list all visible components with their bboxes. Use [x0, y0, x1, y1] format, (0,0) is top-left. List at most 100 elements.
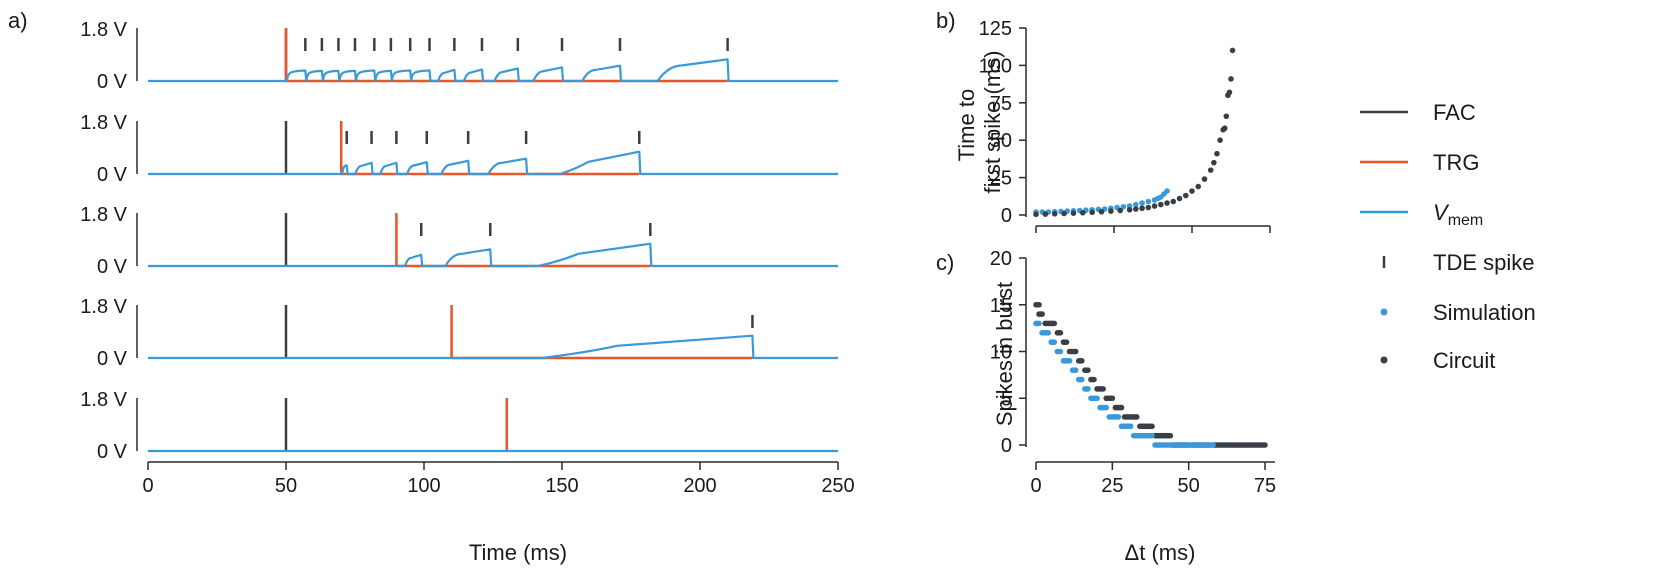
panel-b-label: b): [936, 8, 956, 33]
panel-b-point-circuit: [1182, 192, 1189, 199]
panel-b-ytick-label-75: 75: [990, 93, 1012, 115]
panel-c-ytick-label-20: 20: [990, 248, 1012, 270]
panel-b-ylabel: Time to first spike (ms): [954, 51, 1005, 194]
panel-c-ytick-label-5: 5: [1001, 388, 1012, 410]
panel-c-spikes-in-burst-scatter: 0 5 10 15 20 0 25 50 75: [990, 248, 1276, 497]
panel-b-point-circuit: [1151, 203, 1158, 209]
panel-b-point-circuit: [1051, 211, 1058, 217]
panel-b-point-circuit: [1042, 211, 1049, 217]
vmem-trace-1: [148, 58, 838, 83]
legend-item-trg: TRG: [1360, 150, 1479, 175]
legend-label: Simulation: [1433, 300, 1536, 325]
legend-swatch-dot: [1380, 308, 1388, 316]
panel-c-ytick-label-15: 15: [990, 295, 1012, 317]
panel-c-ytick-label-10: 10: [990, 342, 1012, 364]
legend-item-circuit: Circuit: [1380, 348, 1495, 373]
panel-c-point-circuit: [1100, 386, 1106, 392]
panel-c-point-simulation: [1072, 367, 1079, 374]
panel-c-xtick-label-25: 25: [1101, 475, 1123, 497]
trace-1: 1.8 V 0 V: [80, 19, 838, 93]
vmem-trace-2: [148, 150, 838, 176]
panel-b-point-circuit: [1108, 208, 1114, 214]
panel-b-point-circuit: [1201, 176, 1208, 182]
panel-b-point-circuit: [1226, 89, 1233, 96]
legend: FAC TRG Vmem TDE spike Simulation Circuit: [1360, 100, 1536, 373]
panel-c-point-simulation: [1045, 330, 1052, 336]
panel-c-point-circuit: [1036, 301, 1042, 308]
panel-c-xtick-label-50: 50: [1178, 475, 1200, 497]
trace-1-ytick-low: 0 V: [97, 71, 128, 93]
panel-c-point-circuit: [1133, 414, 1140, 420]
panel-a-xtick-label-0: 0: [142, 475, 153, 497]
panel-b-point-circuit: [1228, 76, 1234, 82]
panel-c-point-circuit: [1057, 330, 1064, 336]
legend-label: Vmem: [1433, 200, 1483, 229]
trace-5-ytick-high: 1.8 V: [80, 389, 127, 411]
panel-c-ytick-label-0: 0: [1001, 435, 1012, 457]
panel-b-point-simulation: [1133, 201, 1139, 208]
panel-b-point-circuit: [1221, 125, 1228, 132]
panel-b-point-circuit: [1195, 183, 1202, 190]
trace-3-ytick-low: 0 V: [97, 256, 128, 278]
panel-b-point-circuit: [1070, 210, 1077, 217]
panel-b-point-circuit: [1164, 200, 1170, 206]
panel-b-ytick-label-100: 100: [979, 55, 1012, 77]
panel-b-point-simulation: [1120, 203, 1127, 210]
panel-c-xtick-label-0: 0: [1030, 475, 1041, 497]
panel-b-ytick-label-125: 125: [979, 18, 1012, 40]
panel-c-point-simulation: [1115, 414, 1122, 420]
panel-c-xlabel: Δt (ms): [1125, 540, 1196, 565]
panel-c-xtick-label-75: 75: [1254, 475, 1276, 497]
panel-c-point-simulation: [1094, 395, 1100, 402]
trace-3: 1.8 V 0 V: [80, 204, 838, 278]
panel-b-point-circuit: [1145, 204, 1152, 211]
panel-c-point-circuit: [1079, 358, 1085, 364]
panel-c-point-circuit: [1262, 442, 1268, 448]
panel-c-point-circuit: [1072, 348, 1079, 355]
panel-a-xtick-label-250: 250: [821, 475, 854, 497]
panel-b-point-simulation: [1139, 200, 1145, 206]
panel-b-point-simulation: [1145, 198, 1152, 205]
panel-c-point-circuit: [1109, 395, 1116, 402]
panel-b-point-circuit: [1176, 195, 1183, 202]
trace-5: 1.8 V 0 V: [80, 389, 838, 463]
panel-a-xtick-label-150: 150: [545, 475, 578, 497]
legend-label: Circuit: [1433, 348, 1495, 373]
panel-b-point-circuit: [1098, 208, 1105, 215]
panel-a-label: a): [8, 8, 28, 33]
panel-c-point-simulation: [1103, 404, 1110, 411]
trace-3-ytick-high: 1.8 V: [80, 204, 127, 226]
panel-b-point-circuit: [1170, 198, 1177, 205]
legend-label: FAC: [1433, 100, 1476, 125]
panel-c-point-simulation: [1210, 442, 1216, 448]
trace-2: 1.8 V 0 V: [80, 112, 838, 186]
panel-c-point-circuit: [1051, 320, 1058, 327]
panel-c-point-circuit: [1085, 367, 1091, 374]
panel-b-point-circuit: [1126, 206, 1133, 213]
legend-item-tde-spike: TDE spike: [1382, 250, 1534, 275]
legend-label: TRG: [1433, 150, 1479, 175]
panel-b-point-circuit: [1089, 209, 1095, 216]
legend-swatch-dot: [1380, 356, 1388, 364]
panel-b-point-circuit: [1139, 205, 1145, 212]
panel-b-point-circuit: [1061, 210, 1067, 217]
panel-a-voltage-traces: 1.8 V 0 V 1.8 V 0 V 1.8 V 0 V 1.8 V 0 V 1.8 V 0 V…: [80, 19, 854, 497]
trace-5-ytick-low: 0 V: [97, 441, 128, 463]
panel-b-ytick-label-50: 50: [990, 130, 1012, 152]
panel-c-point-circuit: [1091, 376, 1097, 383]
panel-c-point-simulation: [1127, 423, 1134, 430]
legend-label: TDE spike: [1433, 250, 1534, 275]
panel-c-point-simulation: [1057, 348, 1064, 355]
panel-b-point-circuit: [1214, 150, 1220, 157]
vmem-trace-3: [148, 242, 838, 268]
panel-c-point-simulation: [1051, 339, 1058, 345]
panel-b-point-circuit: [1211, 159, 1217, 166]
trace-2-ytick-low: 0 V: [97, 164, 128, 186]
panel-b-first-spike-scatter: 0 25 50 75 100 125: [979, 18, 1271, 233]
panel-c-point-simulation: [1079, 376, 1085, 383]
panel-b-ylabel-line-1: Time to: [954, 89, 979, 162]
panel-c-point-circuit: [1167, 432, 1174, 439]
panel-b-point-circuit: [1117, 207, 1124, 214]
panel-c-series-simulation: [1033, 320, 1216, 448]
